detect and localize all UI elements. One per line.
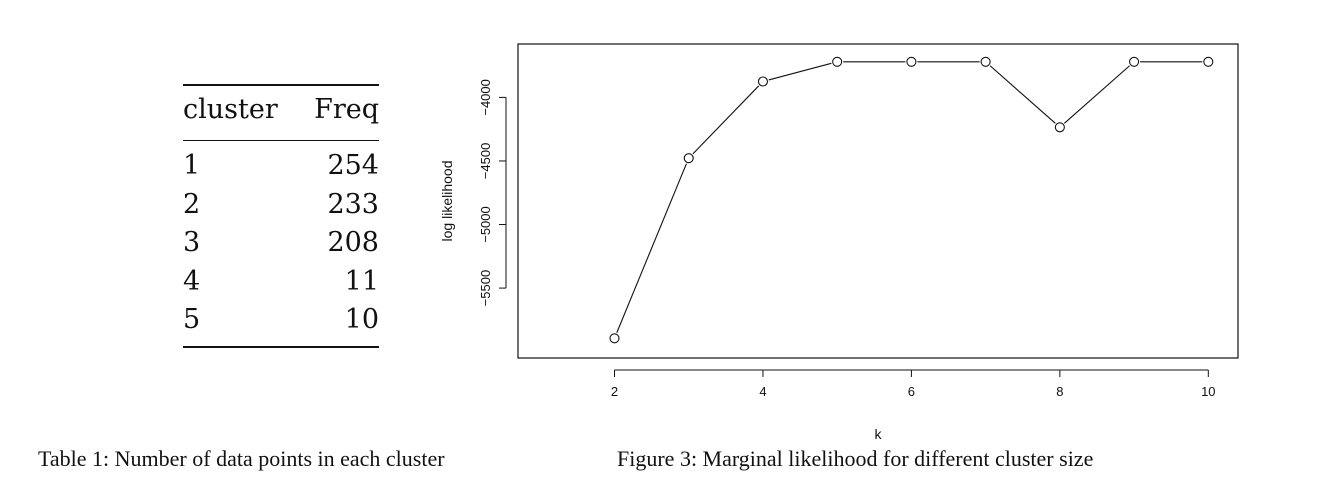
table-header-rule [183,140,379,141]
table-row: 1 254 [183,147,379,186]
y-tick-label: −5000 [478,206,493,243]
x-tick-label: 10 [1201,384,1215,399]
table-row: 4 11 [183,263,379,302]
data-point [757,76,768,87]
table-top-rule [183,84,379,86]
cell-freq: 11 [344,265,379,297]
table-row: 3 208 [183,224,379,263]
y-tick-label: −5500 [478,270,493,307]
data-point [980,56,991,67]
header-freq: Freq [314,94,379,125]
series-segment [1063,65,1130,124]
cell-cluster: 4 [183,265,201,297]
cell-freq: 10 [344,304,379,335]
series-log-likelihood [609,56,1214,344]
x-tick-label: 4 [759,384,766,399]
cell-cluster: 3 [183,227,201,258]
x-tick-label: 8 [1056,384,1063,399]
table-header-row: cluster Freq [183,86,379,134]
table-body: cluster Freq [183,86,379,134]
table-row: 5 10 [183,301,379,340]
table-caption: Table 1: Number of data points in each c… [38,446,445,471]
x-axis: 2 4 6 8 10 [611,369,1216,399]
table-rows: 1 254 2 233 3 208 4 11 5 10 [183,147,379,340]
cell-cluster: 2 [183,188,201,220]
x-axis-label: k [875,426,883,442]
cluster-frequency-table: cluster Freq 1 254 2 233 3 208 4 11 5 10 [183,84,379,348]
series-segment [768,62,832,81]
cell-freq: 233 [327,188,379,220]
cell-freq: 208 [327,227,379,258]
series-segment [616,163,687,333]
y-axis: −5500 −5000 −4500 −4000 [478,79,507,307]
y-axis-label: log likelihood [439,161,455,242]
likelihood-chart: 2 4 6 8 10 −5500 −5000 −4500 −4000 k log likeli… [439,43,1239,442]
data-point [906,56,917,67]
cell-cluster: 5 [183,304,201,335]
table-row: 2 233 [183,186,379,225]
data-point [1203,56,1214,67]
series-segment [989,65,1056,124]
plot-frame [517,43,1239,359]
x-tick-label: 2 [611,384,618,399]
data-point [609,333,620,344]
cell-cluster: 1 [183,150,201,181]
data-point [1129,56,1140,67]
data-point [683,153,694,164]
figure-caption: Figure 3: Marginal likelihood for differ… [617,446,1094,471]
header-cluster: cluster [183,94,278,125]
y-tick-label: −4500 [478,143,493,180]
data-point [1054,122,1065,133]
x-tick-label: 6 [908,384,915,399]
series-segment [692,85,760,155]
table-bottom-rule [183,345,379,348]
cell-freq: 254 [327,150,379,181]
data-point [832,56,843,67]
y-tick-label: −4000 [478,79,493,116]
